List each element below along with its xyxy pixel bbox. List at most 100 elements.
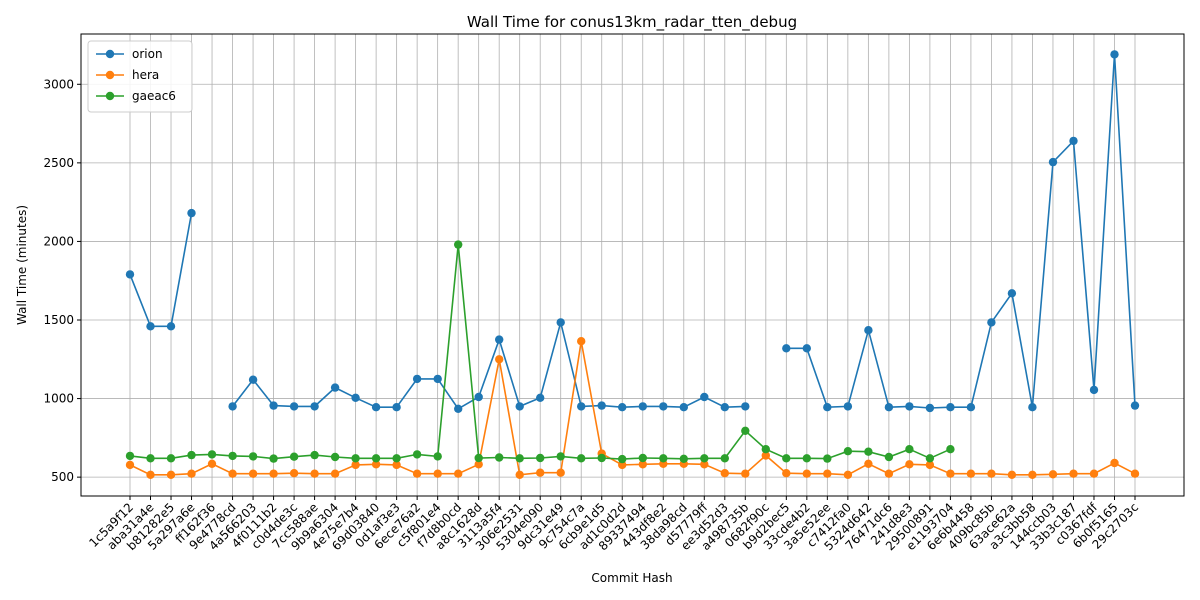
data-point-orion [166,322,176,331]
y-axis: 500 1000 1500 2000 2500 3000 [43,77,81,484]
data-point-gaeac6 [925,454,935,463]
data-point-orion [823,403,832,412]
data-point-gaeac6 [125,451,135,461]
data-point-hera [761,451,770,460]
data-point-gaeac6 [843,447,853,456]
data-point-orion [1089,385,1099,395]
data-point-gaeac6 [946,445,955,454]
data-point-hera [330,469,340,478]
data-point-orion [556,318,565,327]
data-point-orion [679,403,688,412]
data-point-orion [905,402,914,411]
data-point-gaeac6 [700,454,709,463]
data-point-orion [987,318,996,327]
data-point-orion [720,403,729,412]
data-point-orion [351,393,360,402]
data-point-hera [741,469,750,478]
data-point-hera [515,470,524,479]
series-gaeac6 [125,240,955,464]
data-point-orion [495,335,504,344]
data-point-orion [659,402,668,411]
x-axis: 1c5a9f12aba31a4eb81282e55a297a6eff162f36… [86,496,1141,553]
data-point-gaeac6 [638,453,647,463]
legend-label-gaeac6: gaeac6 [132,89,176,103]
data-point-gaeac6 [864,447,873,456]
series-orion [125,50,1140,413]
data-point-orion [946,403,955,412]
data-point-gaeac6 [577,454,586,463]
data-point-gaeac6 [433,452,442,461]
data-point-hera [638,460,647,469]
plot-frame [80,33,1185,497]
legend-marker-orion [105,49,115,59]
y-axis-title: Wall Time (minutes) [15,205,29,325]
data-point-gaeac6 [146,454,155,463]
data-point-orion [269,401,278,410]
data-point-hera [946,469,955,478]
data-point-hera [248,469,258,478]
data-point-hera [187,469,196,478]
data-point-hera [433,469,442,478]
data-point-gaeac6 [659,454,668,463]
data-point-orion [289,402,299,411]
data-point-gaeac6 [720,454,729,463]
data-point-orion [146,322,155,331]
chart-title: Wall Time for conus13km_radar_tten_debug [467,13,797,32]
data-point-hera [392,460,401,470]
data-point-gaeac6 [474,453,483,463]
data-point-orion [1130,401,1140,410]
series-layer [125,50,1140,479]
data-point-gaeac6 [761,445,770,454]
data-point-orion [515,402,524,411]
data-point-hera [125,460,135,470]
data-point-orion [618,403,627,412]
data-point-hera [884,469,894,478]
y-tick-label: 2000 [43,234,74,248]
data-point-gaeac6 [166,454,176,463]
data-point-hera [289,469,299,478]
data-point-hera [700,460,709,469]
data-point-gaeac6 [495,453,504,462]
y-tick-label: 1500 [43,313,74,327]
data-point-gaeac6 [289,452,299,461]
data-point-hera [166,470,176,479]
data-point-orion [1069,136,1078,146]
data-point-hera [987,469,996,478]
data-point-hera [925,460,935,470]
data-point-hera [495,355,504,364]
data-point-gaeac6 [412,450,422,459]
data-point-hera [1130,469,1140,478]
data-point-gaeac6 [330,452,340,462]
data-point-orion [248,375,258,384]
series-hera [125,337,1140,479]
data-point-orion [1007,289,1017,298]
data-point-gaeac6 [371,454,381,463]
data-point-gaeac6 [802,454,811,463]
data-point-hera [1028,470,1037,479]
data-point-orion [187,208,196,218]
data-point-orion [864,326,873,335]
legend-box [87,40,193,113]
legend-label-orion: orion [132,47,163,61]
y-tick-label: 3000 [43,77,74,91]
data-point-hera [1089,469,1099,478]
data-point-gaeac6 [679,454,688,463]
data-point-hera [351,460,360,470]
data-point-hera [269,469,278,478]
data-point-gaeac6 [741,426,750,435]
data-point-orion [884,403,894,412]
data-point-orion [843,402,853,411]
data-point-hera [905,460,914,469]
legend: orion hera gaeac6 [87,40,193,113]
data-point-hera [310,469,319,478]
data-point-hera [536,468,545,477]
data-point-hera [618,460,627,470]
data-point-gaeac6 [536,453,545,463]
data-point-orion [1028,403,1037,412]
data-point-gaeac6 [310,450,319,460]
data-point-hera [864,459,873,468]
data-point-orion [454,404,463,413]
legend-marker-hera [105,70,115,80]
